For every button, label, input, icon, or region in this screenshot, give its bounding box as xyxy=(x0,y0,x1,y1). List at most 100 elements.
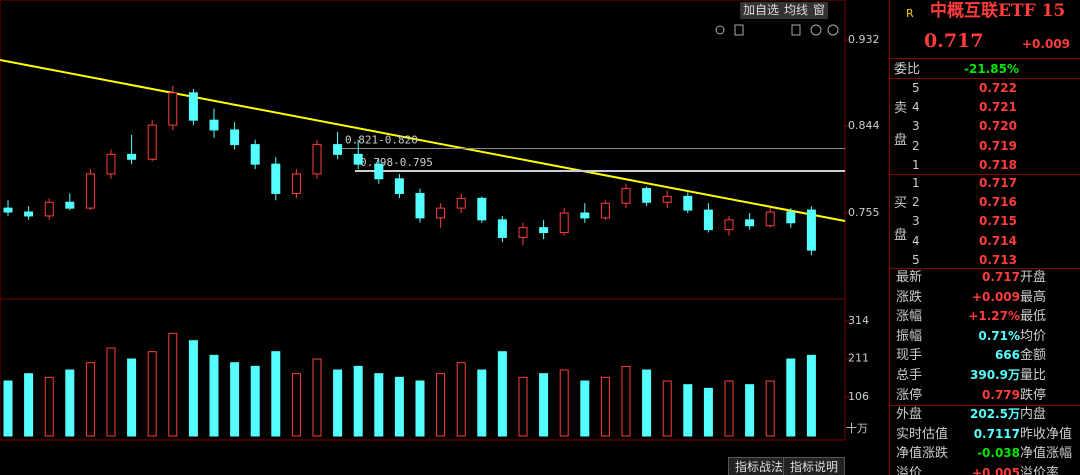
volume-bar xyxy=(477,369,487,437)
volume-bar xyxy=(250,365,260,437)
candle-body xyxy=(374,163,384,180)
tool-icons xyxy=(715,24,839,36)
volume-bar xyxy=(127,358,137,437)
toolbar-button[interactable]: 均线 xyxy=(781,2,812,19)
candle-body xyxy=(518,227,528,238)
volume-bar xyxy=(106,347,116,437)
candle-body xyxy=(291,173,301,194)
stat-value: 0.7117 xyxy=(973,426,1020,441)
volume-bar xyxy=(456,362,466,437)
stat-value: +0.005 xyxy=(971,466,1020,475)
candle-body xyxy=(539,227,549,234)
candle-body xyxy=(3,207,13,213)
quote-panel xyxy=(889,0,1080,475)
candle-body xyxy=(456,197,466,209)
volume-bar xyxy=(374,373,384,437)
volume-bar xyxy=(312,358,322,437)
stat-label: 最新 xyxy=(896,270,923,285)
volume-bar xyxy=(168,332,178,437)
volume-bar xyxy=(703,387,713,437)
tab[interactable]: 指标说明 xyxy=(783,457,846,475)
side-label: 买 xyxy=(894,196,908,211)
candle-body xyxy=(394,178,404,194)
book-level: 5 xyxy=(912,81,920,95)
candle-body xyxy=(765,211,775,227)
volume-unit: 十万 xyxy=(846,421,868,435)
book-level: 3 xyxy=(912,119,920,134)
candle-body xyxy=(436,207,446,219)
book-level: 1 xyxy=(912,157,920,172)
candle-body xyxy=(85,173,95,209)
stat-label2: 昨收净值 xyxy=(1020,426,1073,442)
volume-bar xyxy=(85,362,95,437)
candle-body xyxy=(415,192,425,219)
book-price: 0.714 xyxy=(979,233,1017,248)
separator xyxy=(889,174,1080,175)
stat-label: 总手 xyxy=(896,368,923,383)
volume-bar xyxy=(642,369,652,437)
stat-value: -0.038 xyxy=(977,446,1020,461)
candle-body xyxy=(230,129,240,146)
candle-body xyxy=(600,202,610,219)
stat-value: 666 xyxy=(994,348,1020,363)
candle-body xyxy=(271,163,281,194)
toolbar-button[interactable]: 加自选 xyxy=(740,2,783,19)
y-tick-label: 314 xyxy=(848,314,869,327)
frame xyxy=(0,0,846,441)
separator xyxy=(889,58,1080,59)
volume-bar xyxy=(230,362,240,437)
candle-body xyxy=(559,212,569,234)
candle-body xyxy=(333,144,343,155)
trend-line xyxy=(0,59,846,222)
book-price: 0.716 xyxy=(979,195,1017,210)
stat-label2: 最高 xyxy=(1020,289,1047,305)
stat-label2: 跌停 xyxy=(1020,387,1047,403)
volume-bar xyxy=(600,376,610,437)
stat-label: 外盘 xyxy=(896,407,923,423)
volume-bar xyxy=(436,373,446,437)
stat-label2: 内盘 xyxy=(1020,407,1047,423)
candle-body xyxy=(477,197,487,221)
level-label: 0.798-0.795 xyxy=(360,156,433,169)
candle-body xyxy=(786,211,796,224)
stat-value: +1.27% xyxy=(968,309,1020,324)
stat-label: 溢价 xyxy=(896,466,923,475)
candle-body xyxy=(312,144,322,175)
candle-body xyxy=(497,219,507,238)
candle-body xyxy=(806,209,816,251)
volume-bar xyxy=(24,373,34,437)
volume-bar xyxy=(539,373,549,437)
volume-bar xyxy=(188,340,198,437)
book-level: 3 xyxy=(912,214,920,229)
book-price: 0.718 xyxy=(979,157,1017,172)
stat-label: 涨幅 xyxy=(896,309,923,325)
volume-bar xyxy=(497,351,507,437)
stat-value: 0.717 xyxy=(982,270,1020,284)
book-level: 4 xyxy=(912,100,920,115)
book-price: 0.720 xyxy=(979,119,1017,134)
candle-body xyxy=(24,211,34,217)
toolbar-button[interactable]: 窗 xyxy=(810,2,829,19)
candle-body xyxy=(621,188,631,204)
side-label: 卖 xyxy=(894,101,908,116)
volume-bar xyxy=(415,380,425,437)
price: 0.717 xyxy=(924,30,984,52)
stat-label: 净值涨跌 xyxy=(896,446,949,462)
stat-label2: 最低 xyxy=(1020,309,1047,325)
volume-bar xyxy=(518,376,528,437)
tab[interactable]: 指标战法 xyxy=(728,457,791,475)
chart: 0.755 0.844 0.932 0.821-0.820 0.798-0.795 106… xyxy=(0,0,880,441)
volume-bar xyxy=(333,369,343,437)
stat-label2: 量比 xyxy=(1020,368,1047,383)
book-price: 0.721 xyxy=(979,100,1017,115)
volume-bar xyxy=(765,380,775,437)
volume-bar xyxy=(353,365,363,437)
volume-bar xyxy=(559,369,569,437)
y-tick-label: 0.932 xyxy=(848,33,880,46)
candle-body xyxy=(683,195,693,211)
side-label: 盘 xyxy=(894,228,908,243)
candle-body xyxy=(106,153,116,175)
volume-bar xyxy=(3,380,13,437)
volume-bar xyxy=(65,369,75,437)
